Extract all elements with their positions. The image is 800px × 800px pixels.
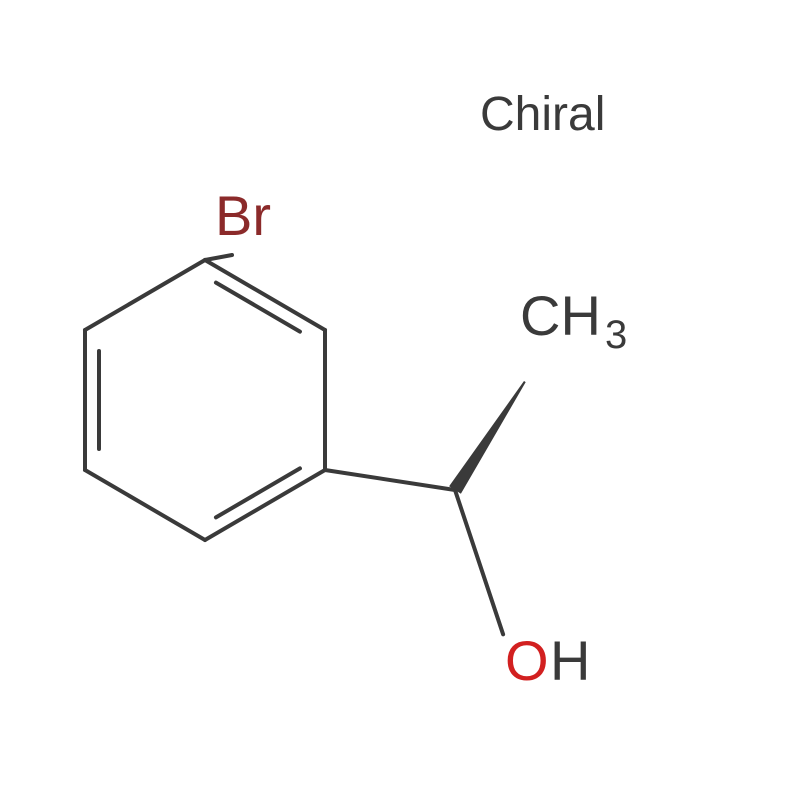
wedge-layer <box>449 381 526 494</box>
molecule-diagram: Chiral Br CH 3 O H <box>0 0 800 800</box>
hydroxyl-O-label: O <box>505 629 549 692</box>
labels-layer: Chiral Br CH 3 O H <box>215 88 627 692</box>
methyl-CH-label: CH <box>520 284 601 347</box>
methyl-subscript-3: 3 <box>605 313 627 357</box>
wedge-bond <box>449 381 526 494</box>
hydroxyl-H-label: H <box>550 629 590 692</box>
bonds-layer <box>85 255 503 634</box>
chiral-annotation: Chiral <box>480 88 605 141</box>
bromine-label: Br <box>215 184 271 247</box>
